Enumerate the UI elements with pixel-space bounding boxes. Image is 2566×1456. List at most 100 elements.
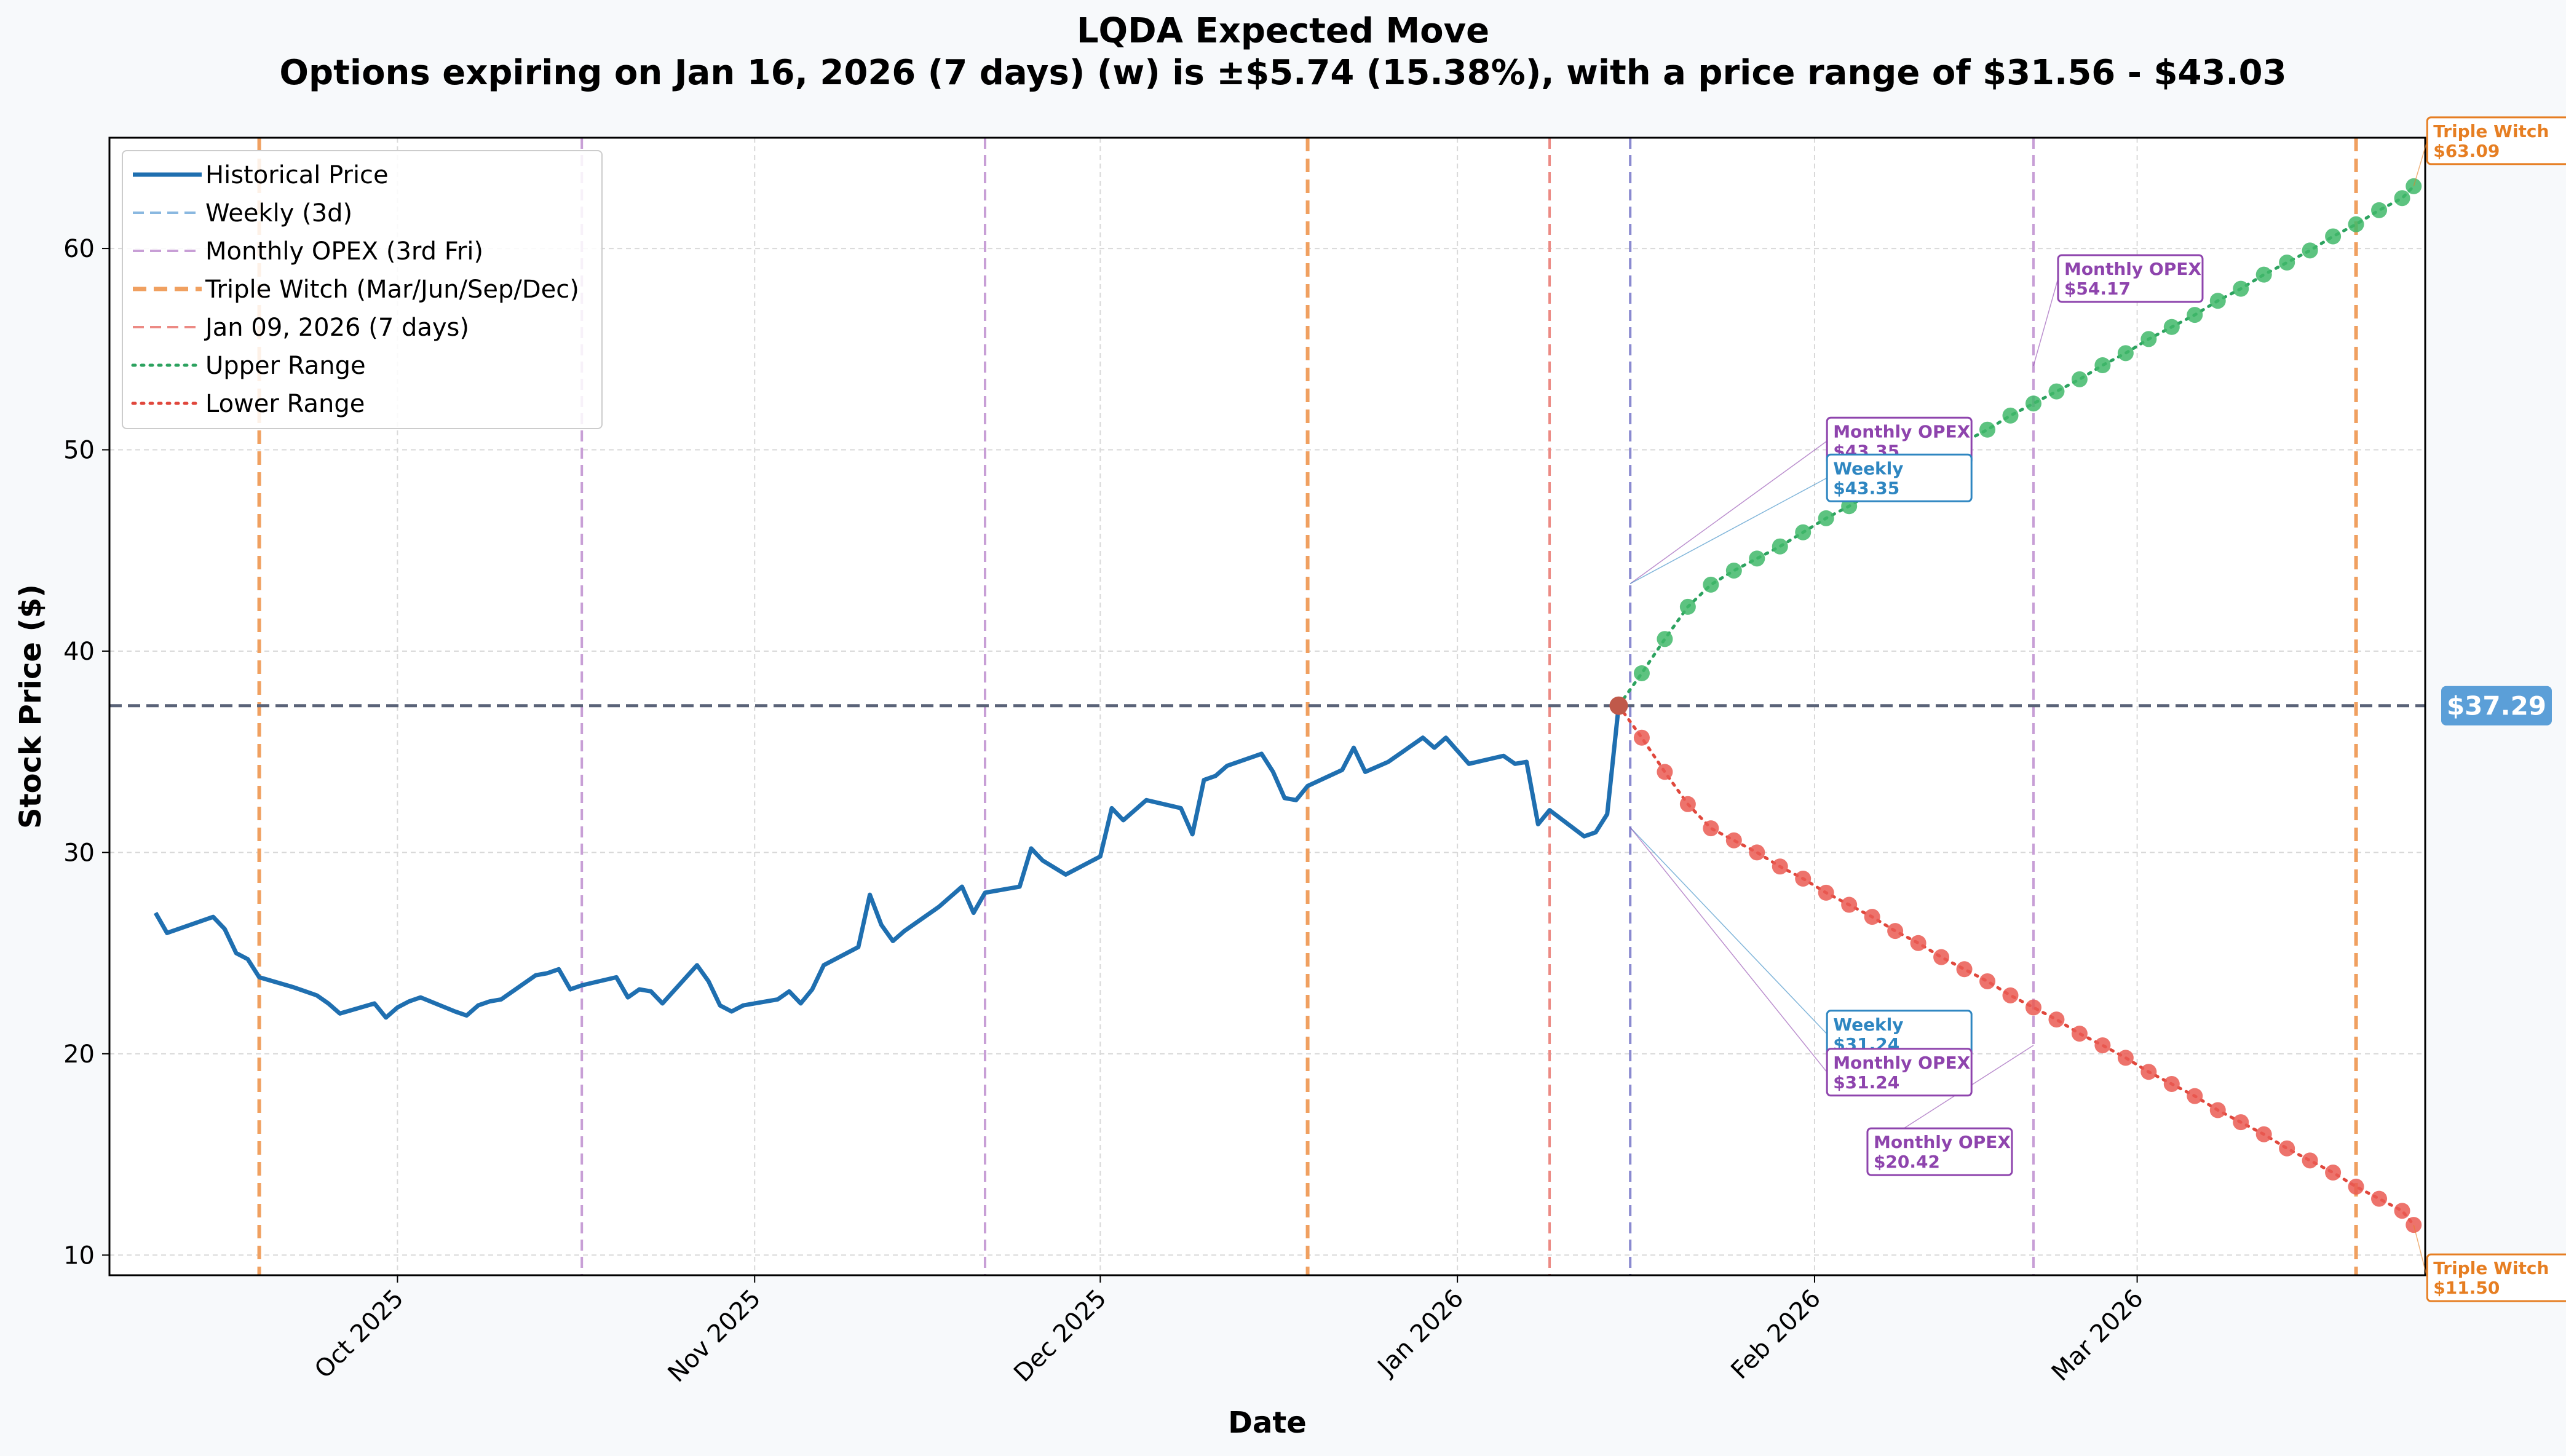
upper-range-point — [1657, 631, 1673, 647]
lower-range-point — [2187, 1088, 2203, 1104]
lower-range-point — [1910, 935, 1926, 951]
upper-range-point — [2187, 307, 2203, 323]
legend-label: Jan 09, 2026 (7 days) — [205, 314, 470, 342]
annotation-title: Weekly — [1833, 458, 1903, 478]
annotation-leader — [1629, 440, 1827, 584]
annotation-box — [1826, 453, 1973, 502]
legend-label: Lower Range — [205, 390, 365, 418]
legend-swatch — [131, 363, 204, 367]
lower-range-point — [2279, 1140, 2295, 1157]
current-price-badge — [2441, 686, 2552, 726]
lower-range-point — [1956, 961, 1973, 978]
annotation-value: $11.50 — [2433, 1278, 2500, 1298]
lower-range-point — [2002, 987, 2019, 1003]
upper-range-point — [1818, 510, 1834, 526]
legend-item: Historical Price — [123, 156, 601, 193]
y-axis-label: Stock Price ($) — [14, 584, 48, 829]
upper-range-point — [1772, 538, 1788, 555]
lower-range-point — [2233, 1114, 2249, 1131]
upper-range-point — [1703, 576, 1719, 593]
legend-swatch — [131, 402, 204, 405]
lower-range-point — [2394, 1203, 2410, 1219]
upper-range-point — [1633, 665, 1650, 681]
upper-range-point — [2394, 190, 2410, 207]
lower-range-point — [2071, 1026, 2088, 1042]
chart-legend: Historical Price Weekly (3d) Monthly OPEX … — [122, 150, 603, 429]
lower-range-point — [1841, 896, 1858, 913]
legend-label: Historical Price — [205, 161, 389, 189]
upper-range-point — [2094, 357, 2111, 373]
historical-price-line — [153, 705, 1621, 1020]
annotation-leader — [2413, 140, 2428, 187]
lower-range-point — [2209, 1102, 2226, 1118]
y-tick-label: 30 — [63, 839, 95, 867]
annotation-leader — [1629, 827, 1827, 1073]
upper-range-point — [1725, 562, 1742, 579]
annotation-title: Triple Witch — [2433, 121, 2549, 141]
annotation-title: Monthly OPEX — [1833, 421, 1970, 441]
y-tick-label: 50 — [63, 437, 95, 465]
annotation-value: $63.09 — [2433, 141, 2500, 161]
legend-label: Triple Witch (Mar/Jun/Sep/Dec) — [205, 275, 579, 304]
x-tick-label: Feb 2026 — [1725, 1284, 1826, 1385]
upper-range-point — [2233, 280, 2249, 297]
legend-item: Lower Range — [123, 385, 601, 422]
legend-label: Upper Range — [205, 352, 366, 380]
x-tick-label: Dec 2025 — [1008, 1284, 1112, 1388]
lower-range-point — [2302, 1152, 2318, 1169]
y-tick-label: 10 — [63, 1241, 95, 1270]
lower-range-point — [2094, 1037, 2111, 1054]
lower-range-point — [1979, 973, 1996, 989]
lower-range-point — [2348, 1178, 2364, 1195]
annotation-leader — [2413, 1224, 2428, 1278]
annotation-value: $20.42 — [1874, 1152, 1940, 1172]
upper-range-point — [2002, 407, 2019, 424]
x-tick-label: Nov 2025 — [663, 1284, 767, 1388]
lower-range-point — [1933, 949, 1950, 965]
lower-range-point — [2140, 1064, 2157, 1080]
upper-range-point — [2348, 216, 2364, 232]
lower-range-point — [2371, 1190, 2388, 1207]
annotation-title: Monthly OPEX — [1833, 1053, 1970, 1073]
upper-range-point — [1795, 524, 1812, 540]
plot-frame — [108, 136, 2426, 1276]
lower-range-point — [1657, 764, 1673, 780]
lower-range-point — [2048, 1011, 2065, 1028]
current-price-label: $37.29 — [2447, 691, 2546, 721]
annotation-leader — [1629, 477, 1827, 584]
lower-range-point — [1864, 909, 1880, 925]
legend-swatch — [133, 326, 202, 328]
legend-item: Jan 09, 2026 (7 days) — [123, 309, 601, 346]
legend-item: Triple Witch (Mar/Jun/Sep/Dec) — [123, 271, 601, 307]
current-price-marker — [1609, 696, 1628, 715]
upper-range-point — [2048, 383, 2065, 400]
upper-range-point — [2325, 228, 2342, 245]
lower-range-point — [1749, 844, 1765, 861]
lower-range-point — [2117, 1050, 2134, 1066]
annotation-box — [1826, 1048, 1973, 1097]
y-tick-label: 60 — [63, 235, 95, 263]
upper-range-point — [2071, 371, 2088, 387]
y-tick-label: 40 — [63, 638, 95, 666]
legend-label: Weekly (3d) — [205, 199, 353, 228]
annotation-value: $31.24 — [1833, 1072, 1899, 1093]
lower-range-point — [2255, 1126, 2272, 1142]
upper-range-point — [2025, 395, 2041, 412]
upper-range-point — [1749, 550, 1765, 567]
x-tick-label: Oct 2025 — [309, 1284, 409, 1384]
legend-item: Upper Range — [123, 347, 601, 384]
upper-range-point — [2140, 331, 2157, 347]
legend-swatch — [133, 172, 202, 177]
lower-range-point — [1679, 796, 1696, 812]
annotation-box — [1866, 1127, 2013, 1176]
upper-range-point — [2279, 255, 2295, 271]
annotation-value: $43.35 — [1833, 478, 1899, 498]
annotation-title: Weekly — [1833, 1015, 1903, 1035]
lower-range-point — [1772, 858, 1788, 875]
legend-label: Monthly OPEX (3rd Fri) — [205, 237, 484, 266]
legend-item: Monthly OPEX (3rd Fri) — [123, 232, 601, 269]
annotation-value: $54.17 — [2064, 279, 2131, 299]
annotation-title: Monthly OPEX — [2064, 259, 2201, 279]
lower-range-point — [1703, 820, 1719, 837]
lower-range-point — [1818, 884, 1834, 901]
